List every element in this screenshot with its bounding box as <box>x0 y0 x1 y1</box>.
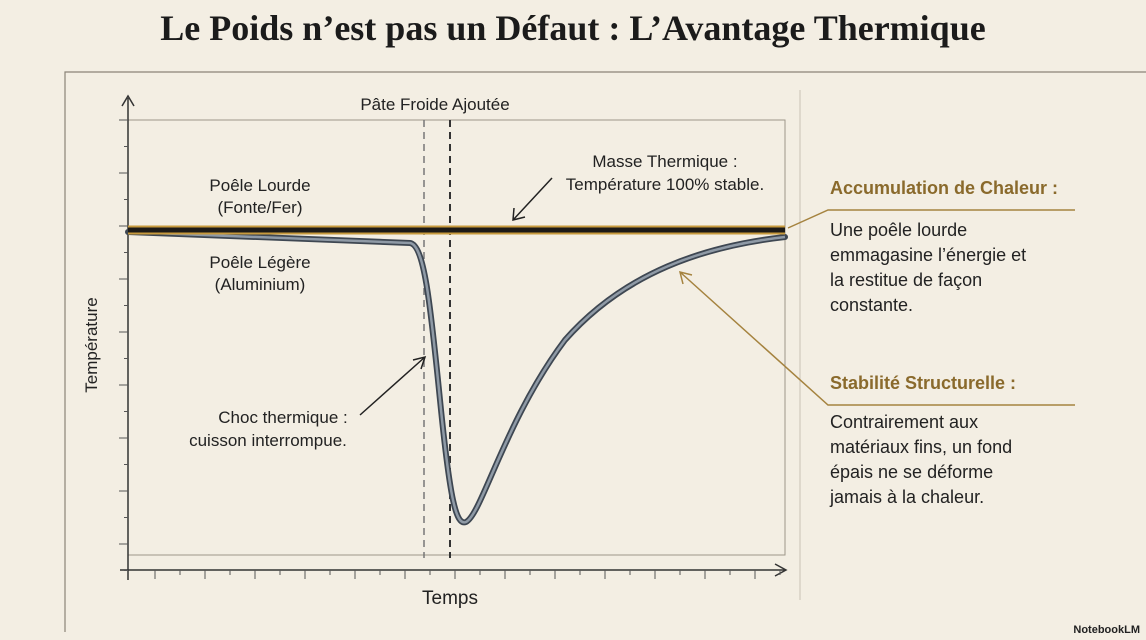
light-curve-highlight <box>127 230 786 524</box>
light-note: cuisson interrompue. <box>189 431 347 450</box>
panel-body: jamais à la chaleur. <box>829 487 984 507</box>
panel-body: épais ne se déforme <box>830 462 993 482</box>
heavy-label: Poêle Lourde <box>209 176 310 195</box>
heavy-note: Masse Thermique : <box>592 152 737 171</box>
panel-heading: Accumulation de Chaleur : <box>830 178 1058 198</box>
arrow <box>359 355 427 416</box>
connector <box>678 270 1075 406</box>
panel-heading: Stabilité Structurelle : <box>830 373 1016 393</box>
event-label: Pâte Froide Ajoutée <box>360 95 509 114</box>
heavy-label: (Fonte/Fer) <box>217 198 302 217</box>
panel-body: emmagasine l’énergie et <box>830 245 1026 265</box>
brand: NotebookLM <box>1073 624 1140 636</box>
panel-body: matériaux fins, un fond <box>830 437 1012 457</box>
x-arrow <box>774 563 788 577</box>
y-arrow <box>121 94 135 107</box>
panel-body: Contrairement aux <box>830 412 978 432</box>
arrow <box>512 177 553 221</box>
title: Le Poids n’est pas un Défaut : L’Avantag… <box>160 8 985 48</box>
light-note: Choc thermique : <box>218 408 347 427</box>
heavy-note: Température 100% stable. <box>566 175 764 194</box>
panel-body: la restitue de façon <box>830 270 982 290</box>
frame <box>64 71 1146 632</box>
connector <box>787 209 1075 229</box>
light-label: (Aluminium) <box>215 275 306 294</box>
panel-body: Une poêle lourde <box>830 220 967 240</box>
y-axis-label: Température <box>82 297 101 392</box>
x-axis-label: Temps <box>422 588 478 609</box>
panel-body: constante. <box>830 295 913 315</box>
light-label: Poêle Légère <box>209 253 310 272</box>
